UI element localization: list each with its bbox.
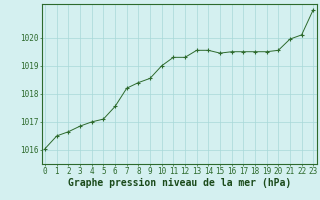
X-axis label: Graphe pression niveau de la mer (hPa): Graphe pression niveau de la mer (hPa): [68, 178, 291, 188]
